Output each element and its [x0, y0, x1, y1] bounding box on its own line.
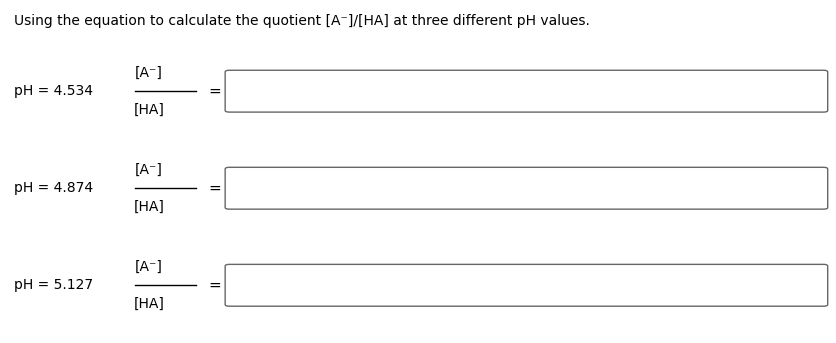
Text: [HA]: [HA]	[134, 103, 165, 117]
Text: pH = 4.534: pH = 4.534	[14, 84, 93, 98]
Text: [A⁻]: [A⁻]	[135, 163, 163, 177]
Text: pH = 5.127: pH = 5.127	[14, 278, 94, 292]
Text: =: =	[209, 181, 222, 196]
Text: [A⁻]: [A⁻]	[135, 260, 163, 274]
Text: Using the equation to calculate the quotient [A⁻]/[HA] at three different pH val: Using the equation to calculate the quot…	[14, 14, 590, 28]
Text: [HA]: [HA]	[134, 297, 165, 311]
Text: =: =	[209, 84, 222, 99]
FancyBboxPatch shape	[225, 167, 828, 209]
Text: pH = 4.874: pH = 4.874	[14, 181, 94, 195]
FancyBboxPatch shape	[225, 70, 828, 112]
Text: [HA]: [HA]	[134, 200, 165, 214]
FancyBboxPatch shape	[225, 264, 828, 306]
Text: =: =	[209, 278, 222, 293]
Text: [A⁻]: [A⁻]	[135, 66, 163, 80]
